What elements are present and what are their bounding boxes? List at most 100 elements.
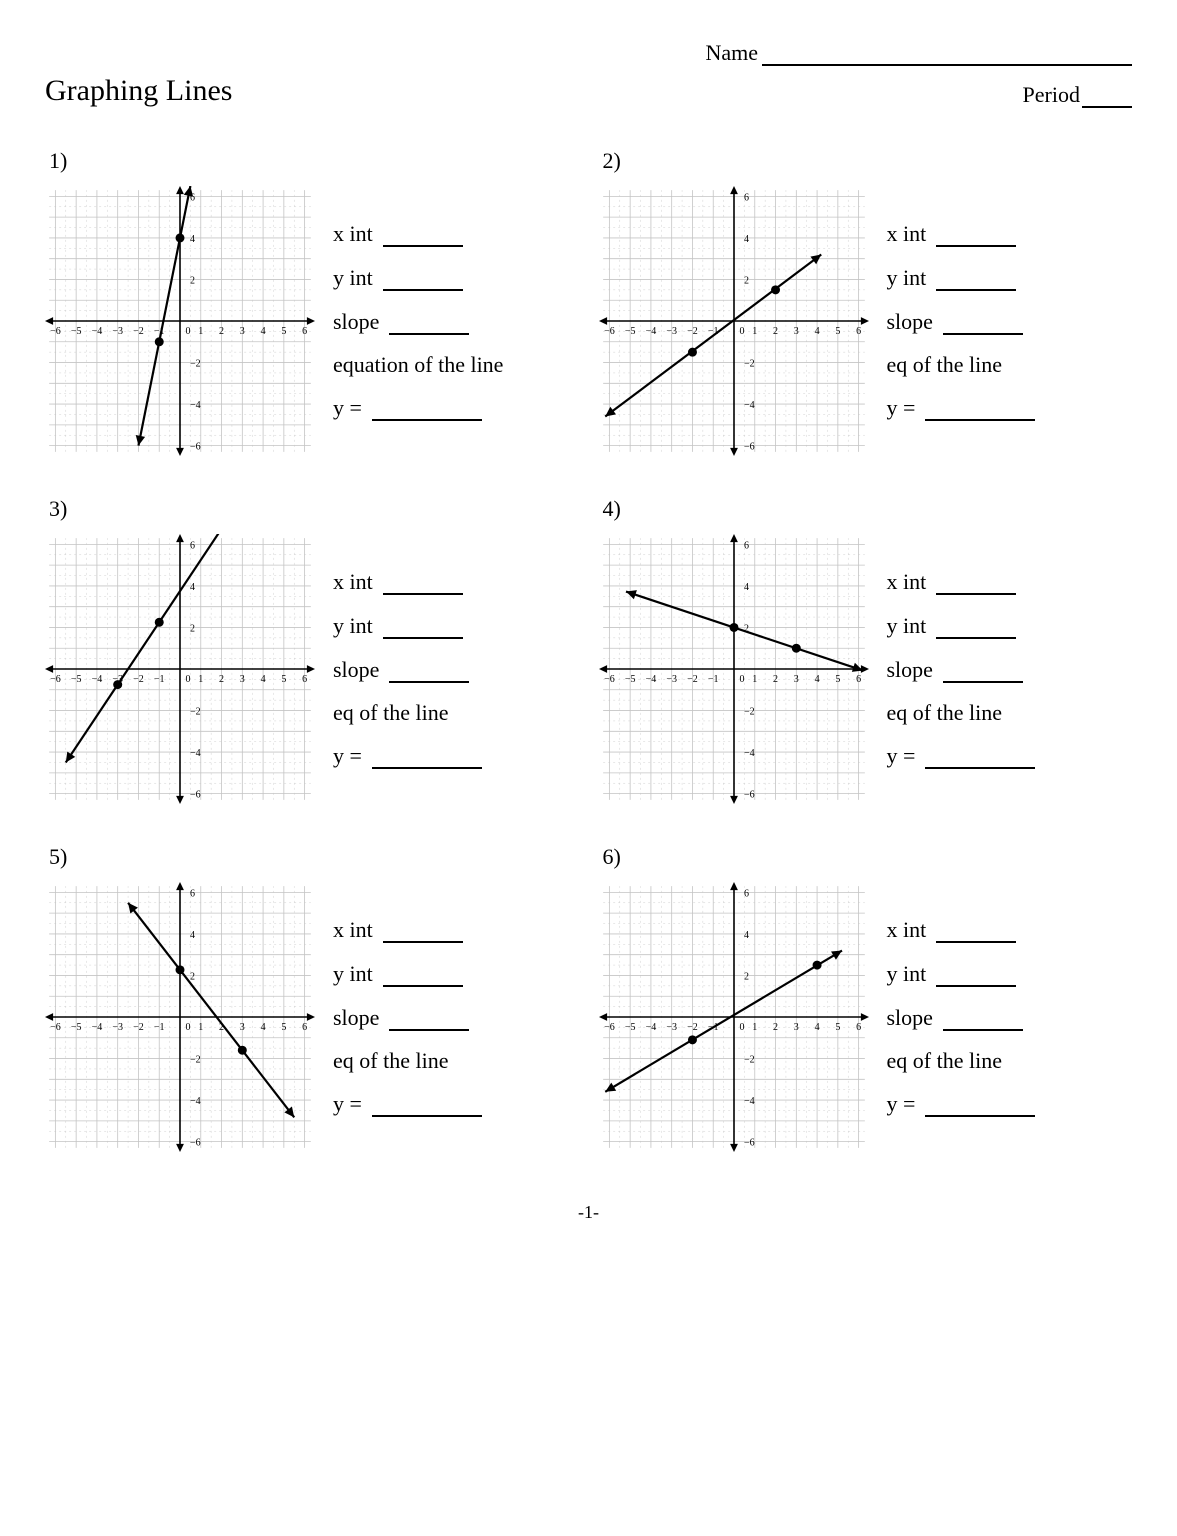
svg-text:4: 4 (744, 582, 749, 593)
slope-field-blank[interactable] (943, 313, 1023, 335)
svg-text:3: 3 (793, 1022, 798, 1033)
svg-text:1: 1 (198, 326, 203, 337)
y-equals-blank[interactable] (925, 1095, 1035, 1117)
svg-text:−4: −4 (190, 748, 201, 759)
svg-text:−6: −6 (50, 674, 61, 685)
y-intercept-field-label: y int (887, 265, 927, 291)
svg-text:−1: −1 (707, 674, 718, 685)
svg-text:4: 4 (744, 234, 749, 245)
y-equals-blank[interactable] (372, 1095, 482, 1117)
y-intercept-field-blank[interactable] (383, 269, 463, 291)
svg-text:3: 3 (793, 326, 798, 337)
svg-text:6: 6 (856, 1022, 861, 1033)
y-intercept-field-blank[interactable] (383, 617, 463, 639)
y-intercept-field-blank[interactable] (383, 965, 463, 987)
coordinate-graph: −6−5−4−3−2−10123456−6−4−2246 (45, 882, 315, 1152)
x-intercept-field-blank[interactable] (936, 225, 1016, 247)
coordinate-graph: −6−5−4−3−2−10123456−6−4−2246 (599, 186, 869, 456)
svg-text:−6: −6 (190, 1138, 201, 1149)
y-equals-blank[interactable] (372, 399, 482, 421)
svg-text:0: 0 (739, 326, 744, 337)
slope-field: slope (333, 309, 503, 335)
name-field: Name (705, 40, 1132, 66)
problem: 3)−6−5−4−3−2−10123456−6−4−2246x inty int… (45, 496, 579, 804)
svg-text:4: 4 (261, 326, 266, 337)
y-equals-field: y = (887, 743, 1036, 769)
period-field: Period (1023, 82, 1132, 108)
slope-field-blank[interactable] (943, 1009, 1023, 1031)
y-intercept-field-label: y int (333, 613, 373, 639)
slope-field-label: slope (887, 657, 933, 683)
svg-text:5: 5 (835, 326, 840, 337)
y-intercept-field-blank[interactable] (936, 617, 1016, 639)
y-intercept-field-label: y int (887, 613, 927, 639)
y-equals-blank[interactable] (925, 747, 1035, 769)
svg-text:−2: −2 (687, 1022, 698, 1033)
y-equals-label: y = (333, 1091, 362, 1117)
problems-grid: 1)−6−5−4−3−2−10123456−6−4−2246x inty int… (45, 148, 1132, 1152)
slope-field-label: slope (333, 1005, 379, 1031)
x-intercept-field-label: x int (887, 569, 927, 595)
svg-text:2: 2 (219, 674, 224, 685)
problem: 1)−6−5−4−3−2−10123456−6−4−2246x inty int… (45, 148, 579, 456)
x-intercept-field-label: x int (333, 917, 373, 943)
name-blank[interactable] (762, 44, 1132, 66)
svg-text:−2: −2 (744, 359, 755, 370)
svg-text:0: 0 (186, 326, 191, 337)
svg-text:4: 4 (814, 674, 819, 685)
y-equals-blank[interactable] (925, 399, 1035, 421)
svg-text:−2: −2 (190, 707, 201, 718)
svg-text:−6: −6 (50, 1022, 61, 1033)
x-intercept-field-label: x int (333, 569, 373, 595)
svg-text:−6: −6 (604, 326, 615, 337)
svg-text:−1: −1 (154, 674, 165, 685)
svg-text:6: 6 (744, 888, 749, 899)
problem-row: −6−5−4−3−2−10123456−6−4−2246x inty intsl… (45, 186, 579, 456)
svg-text:−4: −4 (92, 674, 103, 685)
svg-text:4: 4 (190, 234, 195, 245)
svg-text:6: 6 (856, 674, 861, 685)
x-intercept-field-blank[interactable] (383, 573, 463, 595)
svg-text:0: 0 (739, 1022, 744, 1033)
x-intercept-field-blank[interactable] (936, 573, 1016, 595)
svg-text:4: 4 (814, 1022, 819, 1033)
svg-text:5: 5 (281, 674, 286, 685)
svg-text:−5: −5 (71, 326, 82, 337)
answer-fields: x inty intslopeeq of the liney = (887, 221, 1036, 421)
y-intercept-field-blank[interactable] (936, 965, 1016, 987)
svg-text:−4: −4 (744, 1096, 755, 1107)
x-intercept-field-label: x int (887, 221, 927, 247)
svg-text:2: 2 (744, 275, 749, 286)
svg-text:1: 1 (752, 674, 757, 685)
svg-text:−5: −5 (624, 326, 635, 337)
y-equals-blank[interactable] (372, 747, 482, 769)
svg-text:5: 5 (281, 326, 286, 337)
x-intercept-field-blank[interactable] (936, 921, 1016, 943)
slope-field-label: slope (887, 1005, 933, 1031)
slope-field-blank[interactable] (389, 661, 469, 683)
svg-text:−4: −4 (92, 1022, 103, 1033)
slope-field: slope (333, 657, 482, 683)
slope-field-blank[interactable] (389, 1009, 469, 1031)
svg-text:0: 0 (186, 674, 191, 685)
svg-text:−6: −6 (50, 326, 61, 337)
y-intercept-field-blank[interactable] (936, 269, 1016, 291)
slope-field-blank[interactable] (943, 661, 1023, 683)
x-intercept-field-blank[interactable] (383, 921, 463, 943)
slope-field-label: slope (887, 309, 933, 335)
svg-text:−4: −4 (92, 326, 103, 337)
x-intercept-field-label: x int (333, 221, 373, 247)
page-footer: -1- (45, 1202, 1132, 1223)
svg-text:1: 1 (198, 1022, 203, 1033)
x-intercept-field-blank[interactable] (383, 225, 463, 247)
svg-text:2: 2 (219, 326, 224, 337)
page-title: Graphing Lines (45, 74, 232, 108)
equation-label: eq of the line (333, 1049, 482, 1073)
y-equals-label: y = (333, 395, 362, 421)
problem-row: −6−5−4−3−2−10123456−6−4−2246x inty intsl… (45, 534, 579, 804)
period-blank[interactable] (1082, 86, 1132, 108)
y-equals-label: y = (333, 743, 362, 769)
slope-field: slope (887, 309, 1036, 335)
slope-field-blank[interactable] (389, 313, 469, 335)
svg-text:2: 2 (190, 971, 195, 982)
